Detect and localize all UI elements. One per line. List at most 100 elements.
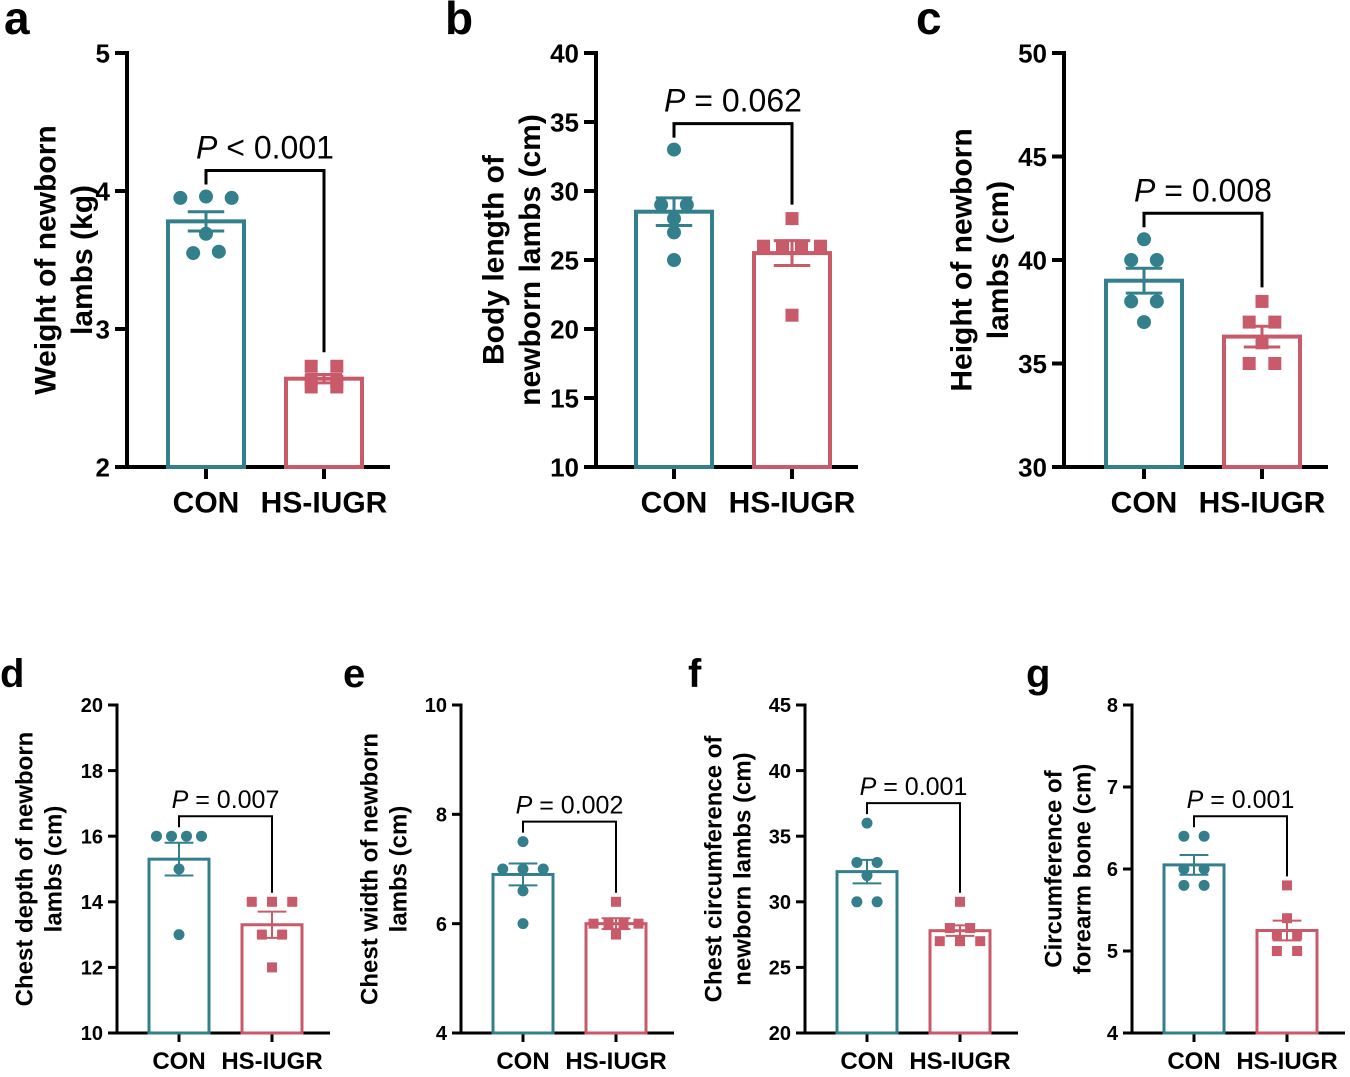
data-point-con bbox=[186, 246, 201, 261]
data-point-hs-iugr bbox=[1255, 294, 1269, 308]
p-value-label: P = 0.062 bbox=[664, 83, 802, 119]
p-value-label: P = 0.001 bbox=[860, 773, 968, 801]
p-value-text: = 0.062 bbox=[685, 83, 802, 119]
panel-f: f Chest circumference of newborn lambs (cm… bbox=[688, 652, 1018, 1075]
x-category-label: CON bbox=[840, 1048, 893, 1075]
data-point-con bbox=[1124, 294, 1139, 309]
data-point-con bbox=[173, 929, 185, 941]
y-tick-label: 40 bbox=[550, 38, 579, 68]
p-value-label: P = 0.008 bbox=[1134, 172, 1272, 208]
panel-label: b bbox=[445, 0, 473, 44]
data-point-hs-iugr bbox=[965, 923, 976, 934]
x-category-label: CON bbox=[173, 487, 240, 520]
data-point-hs-iugr bbox=[1292, 946, 1303, 956]
data-point-con bbox=[211, 244, 226, 259]
data-point-con bbox=[173, 190, 188, 205]
data-point-con bbox=[654, 197, 669, 212]
data-point-hs-iugr bbox=[1242, 315, 1256, 329]
bar-con bbox=[1162, 863, 1226, 1035]
y-tick-label: 14 bbox=[81, 892, 104, 914]
p-value-text: = 0.007 bbox=[188, 786, 279, 814]
bar-hs-iugr bbox=[240, 923, 304, 1035]
bar-hs-iugr bbox=[752, 251, 832, 469]
p-value-text: = 0.008 bbox=[1155, 172, 1272, 208]
data-point-hs-iugr bbox=[785, 308, 799, 322]
data-point-con bbox=[199, 189, 213, 204]
x-category-label: HS-IUGR bbox=[909, 1048, 1010, 1075]
data-point-hs-iugr bbox=[1271, 946, 1282, 956]
x-category-label: CON bbox=[1167, 1048, 1220, 1075]
data-point-con bbox=[871, 856, 883, 868]
data-point-hs-iugr bbox=[955, 896, 965, 907]
data-point-con bbox=[517, 863, 529, 875]
significance-bracket bbox=[1193, 815, 1288, 877]
panel-g: g Circumference of forearm bone (cm) 4 5 6 7 8 C… bbox=[1026, 652, 1345, 1075]
data-point-hs-iugr bbox=[1242, 357, 1256, 370]
data-point-hs-iugr bbox=[785, 212, 799, 226]
panel-label: c bbox=[916, 0, 942, 44]
y-tick-label: 10 bbox=[425, 695, 447, 717]
data-point-hs-iugr bbox=[246, 896, 257, 907]
data-point-hs-iugr bbox=[267, 896, 277, 907]
y-tick-label: 35 bbox=[769, 826, 791, 848]
y-tick-label: 6 bbox=[1107, 859, 1118, 881]
data-point-hs-iugr bbox=[814, 239, 827, 253]
panel-label: f bbox=[688, 652, 702, 696]
y-tick-label: 5 bbox=[96, 38, 110, 68]
p-value-label: P = 0.001 bbox=[1187, 786, 1295, 814]
bar-hs-iugr bbox=[1255, 929, 1319, 1035]
y-tick-label: 20 bbox=[769, 1023, 791, 1045]
x-category-label: HS-IUGR bbox=[1199, 487, 1326, 520]
p-symbol: P bbox=[1134, 172, 1156, 208]
y-axis-label-line: Height of newborn bbox=[946, 128, 979, 391]
y-tick-label: 16 bbox=[81, 826, 103, 848]
data-point-hs-iugr bbox=[618, 918, 629, 929]
data-point-con bbox=[181, 830, 192, 842]
data-point-con bbox=[1198, 830, 1210, 842]
data-point-hs-iugr bbox=[975, 936, 986, 947]
data-point-hs-iugr bbox=[611, 929, 621, 940]
data-point-con bbox=[1178, 830, 1190, 842]
x-category-label: CON bbox=[496, 1048, 549, 1075]
p-value-text: = 0.001 bbox=[876, 773, 967, 801]
y-tick-label: 8 bbox=[1107, 695, 1118, 717]
data-point-con bbox=[1149, 253, 1164, 267]
y-tick-label: 25 bbox=[550, 245, 579, 275]
data-point-hs-iugr bbox=[1282, 913, 1292, 924]
y-tick-label: 4 bbox=[1107, 1023, 1119, 1045]
data-point-con bbox=[1137, 315, 1151, 330]
y-tick-label: 45 bbox=[769, 695, 791, 717]
data-point-hs-iugr bbox=[1268, 357, 1282, 370]
y-tick-label: 2 bbox=[96, 452, 110, 482]
panel-b: b Body length of newborn lambs (cm) 10 15 20 2… bbox=[445, 0, 858, 520]
p-symbol: P bbox=[516, 792, 533, 820]
data-point-hs-iugr bbox=[277, 929, 288, 940]
data-point-con bbox=[166, 830, 177, 842]
data-point-hs-iugr bbox=[1271, 929, 1282, 940]
data-point-hs-iugr bbox=[287, 896, 298, 907]
bar-con bbox=[1104, 278, 1184, 470]
panel-d: d Chest depth of newborn lambs (cm) 10 12 14 1… bbox=[0, 652, 330, 1075]
x-category-label: CON bbox=[1111, 487, 1178, 520]
data-point-hs-iugr bbox=[633, 918, 644, 929]
significance-bracket bbox=[866, 802, 961, 893]
significance-bracket bbox=[204, 169, 326, 353]
data-point-con bbox=[1137, 232, 1151, 247]
data-point-hs-iugr bbox=[955, 936, 965, 947]
data-point-con bbox=[861, 817, 873, 829]
p-value-text: = 0.002 bbox=[532, 792, 623, 820]
y-tick-label: 15 bbox=[550, 383, 579, 413]
data-point-con bbox=[1178, 863, 1190, 875]
data-point-con bbox=[497, 863, 509, 875]
y-axis-label-line: newborn lambs (cm) bbox=[514, 114, 547, 406]
y-axis-label-line: Weight of newborn bbox=[30, 125, 63, 394]
bar-con bbox=[491, 872, 555, 1035]
p-value-text: = 0.001 bbox=[1203, 786, 1294, 814]
data-point-hs-iugr bbox=[588, 918, 599, 929]
y-tick-label: 40 bbox=[1018, 245, 1047, 275]
data-point-con bbox=[1198, 879, 1210, 891]
x-category-label: CON bbox=[152, 1048, 205, 1075]
y-axis-label-line: Circumference of bbox=[1040, 769, 1067, 967]
y-tick-label: 4 bbox=[96, 176, 111, 206]
